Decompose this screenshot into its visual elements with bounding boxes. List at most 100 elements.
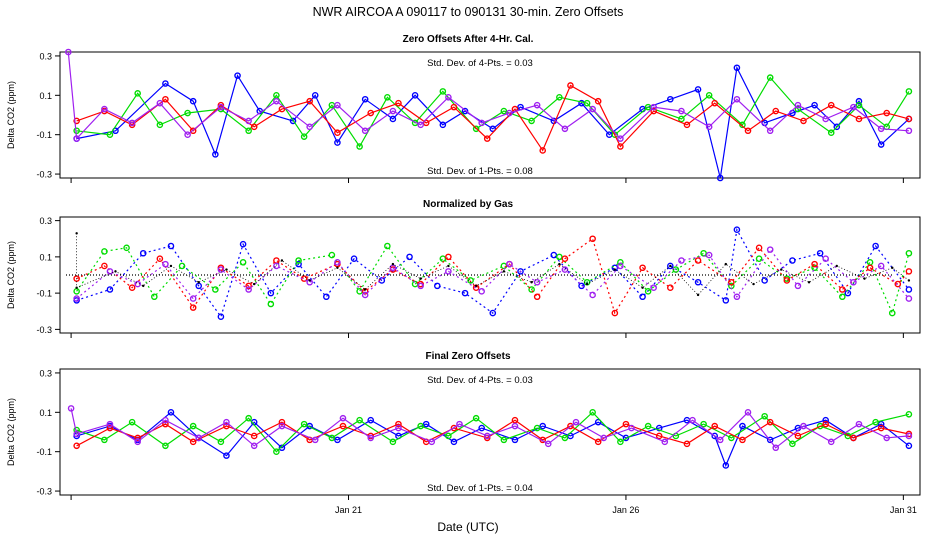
data-point	[905, 410, 913, 418]
data-point	[234, 72, 241, 79]
data-point	[567, 82, 574, 89]
data-point	[739, 121, 746, 129]
panel-title: Normalized by Gas	[423, 199, 513, 210]
data-point	[162, 95, 169, 103]
data-point	[197, 281, 200, 284]
data-point	[500, 107, 508, 115]
data-point	[363, 288, 367, 291]
data-point	[711, 432, 719, 440]
data-point	[273, 97, 280, 105]
data-point	[511, 416, 519, 424]
data-point	[162, 442, 169, 450]
data-point	[678, 107, 685, 115]
data-point	[578, 282, 585, 290]
data-point	[617, 135, 624, 142]
data-point	[472, 125, 480, 133]
data-point	[73, 442, 80, 450]
data-point	[891, 266, 894, 269]
data-point	[417, 282, 424, 290]
x-tick-label: Jan 31	[890, 505, 917, 515]
data-point	[866, 264, 874, 272]
data-point	[389, 438, 397, 446]
data-point	[711, 99, 719, 107]
data-point	[461, 289, 469, 297]
data-point	[667, 262, 674, 270]
data-point	[655, 424, 663, 432]
data-point	[289, 117, 297, 125]
data-point	[872, 418, 879, 426]
data-point	[295, 257, 302, 264]
data-point	[308, 279, 311, 282]
x-tick-label: Jan 21	[335, 505, 362, 515]
data-point	[528, 286, 535, 293]
data-point	[101, 262, 108, 270]
data-point	[123, 244, 130, 252]
data-point	[700, 420, 707, 428]
data-point	[489, 125, 497, 133]
data-point	[811, 101, 818, 109]
data-point	[278, 418, 286, 426]
data-point	[594, 418, 602, 426]
data-point	[617, 262, 624, 270]
data-point	[794, 101, 802, 109]
data-point	[628, 424, 635, 432]
data-point	[639, 264, 646, 272]
data-point	[733, 226, 741, 233]
data-point	[106, 286, 114, 293]
data-point	[114, 270, 117, 273]
data-point	[334, 259, 341, 266]
data-point	[669, 264, 672, 268]
data-point	[872, 242, 879, 250]
y-tick-label: 0.3	[39, 216, 52, 226]
data-point	[217, 438, 225, 446]
data-point	[212, 151, 219, 158]
data-point	[189, 127, 197, 135]
data-point	[511, 422, 519, 430]
data-point	[101, 248, 108, 255]
data-point	[755, 244, 763, 252]
data-point	[225, 268, 228, 271]
data-point	[761, 412, 768, 420]
data-point	[905, 295, 913, 302]
data-point	[395, 424, 402, 432]
data-point	[419, 277, 422, 280]
data-point	[705, 92, 713, 99]
data-point	[478, 424, 485, 432]
data-point	[905, 286, 913, 293]
data-point	[766, 74, 774, 81]
data-point	[367, 434, 375, 442]
data-point	[644, 288, 652, 295]
data-point	[827, 438, 835, 446]
data-point	[101, 105, 108, 113]
data-point	[483, 432, 491, 440]
data-point	[905, 115, 913, 123]
data-point	[267, 289, 275, 297]
data-point	[863, 277, 866, 280]
panel-1: Zero Offsets After 4-Hr. Cal. 0.3 0.1 -0.1 -…	[6, 34, 921, 183]
series-line	[76, 411, 910, 453]
data-point	[356, 416, 363, 424]
data-point	[650, 284, 657, 291]
y-axis-label: Delta CO2 (ppm)	[6, 398, 16, 466]
data-point	[311, 436, 319, 444]
data-point	[794, 432, 802, 440]
data-point	[883, 434, 891, 442]
data-point	[655, 432, 663, 440]
data-point	[478, 119, 485, 127]
data-point	[722, 462, 730, 469]
data-point	[855, 101, 863, 109]
data-point	[162, 260, 169, 268]
data-point	[855, 97, 863, 105]
data-point	[447, 264, 450, 268]
data-point	[661, 438, 669, 446]
panel-title: Final Zero Offsets	[425, 351, 510, 362]
series-line	[70, 408, 909, 449]
data-point	[367, 416, 375, 424]
data-point	[189, 97, 197, 105]
data-point	[850, 434, 857, 442]
y-tick-label: 0.3	[39, 51, 52, 61]
data-point	[502, 270, 506, 273]
data-point	[639, 293, 646, 301]
x-axis-label: Date (UTC)	[437, 520, 498, 534]
